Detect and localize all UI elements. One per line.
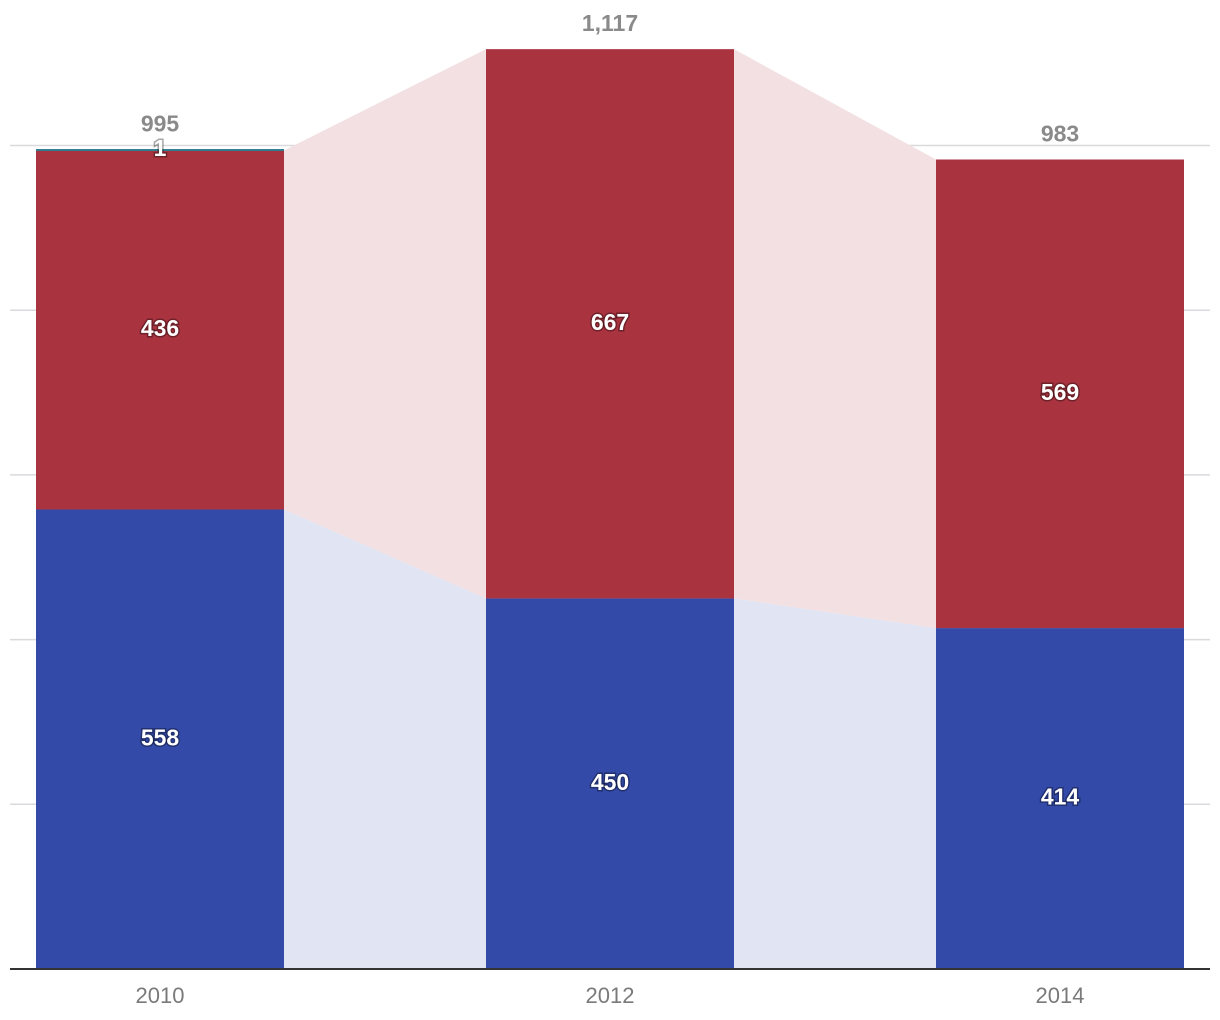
- bar-segment: [36, 150, 284, 510]
- bar-segment: [936, 628, 1184, 969]
- connector-band: [284, 509, 486, 969]
- connector-band: [284, 49, 486, 599]
- segment-label: 667: [591, 309, 629, 335]
- total-label: 983: [1041, 120, 1079, 146]
- x-tick-label: 2014: [1036, 983, 1085, 1008]
- connector-band: [734, 598, 936, 969]
- bar-segment: [936, 159, 1184, 629]
- segment-label: 436: [141, 315, 179, 341]
- segment-label: 569: [1041, 379, 1079, 405]
- segment-label: 558: [141, 724, 180, 750]
- data-labels: 558 436 1 450 667 414 569 995 1,117 983: [139, 10, 1081, 811]
- x-axis: 2010 2012 2014: [10, 968, 1210, 1008]
- bar-segment: [36, 149, 284, 152]
- bar-segment: [486, 49, 734, 599]
- segment-label: 414: [1041, 784, 1080, 810]
- bars: [36, 49, 1184, 969]
- segment-label: 450: [591, 769, 629, 795]
- segment-label: 1: [154, 135, 167, 161]
- x-tick-label: 2010: [136, 983, 185, 1008]
- x-tick-label: 2012: [586, 983, 635, 1008]
- connector-band: [734, 49, 936, 629]
- connector-bands: [284, 49, 936, 969]
- total-label: 1,117: [582, 10, 638, 36]
- bar-segment: [36, 509, 284, 969]
- total-label: 995: [141, 111, 180, 137]
- bar-segment: [486, 598, 734, 969]
